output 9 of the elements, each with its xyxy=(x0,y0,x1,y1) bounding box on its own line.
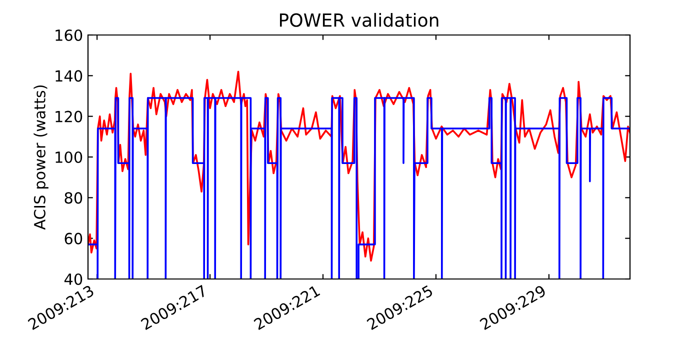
y-tick-label: 160 xyxy=(56,29,82,42)
y-tick-label: 80 xyxy=(64,192,82,204)
y-axis-title: ACIS power (watts) xyxy=(34,85,48,230)
y-tick-label: 100 xyxy=(56,151,82,164)
y-tick-label: 120 xyxy=(56,110,82,122)
y-tick-label: 40 xyxy=(64,273,82,286)
y-tick-label: 60 xyxy=(64,232,82,244)
y-tick-label: 140 xyxy=(56,70,82,82)
chart-title: POWER validation xyxy=(280,12,438,27)
